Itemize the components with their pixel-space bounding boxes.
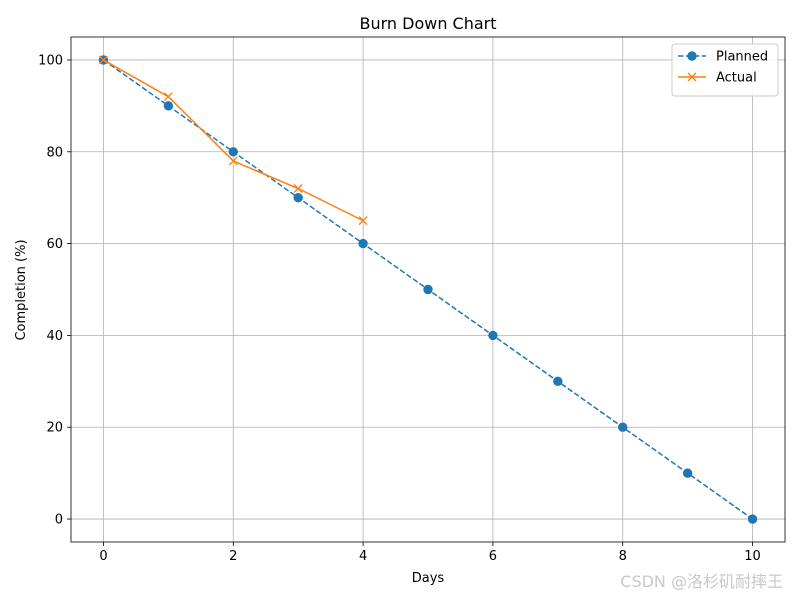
planned-point [747,514,758,524]
planned-point [423,284,433,295]
legend: Planned Actual [671,43,779,97]
chart-title: Burn Down Chart [359,14,496,33]
legend-marker-actual [687,72,697,82]
legend-label-actual: Actual [716,71,757,86]
axes [67,36,786,546]
x-tick-label: 0 [99,549,107,564]
actual-point [358,216,368,226]
y-tick-label: 60 [46,237,63,252]
legend-label-planned: Planned [716,50,768,65]
watermark-text: CSDN @洛杉矶耐摔王 [620,572,783,591]
legend-item-planned: Planned [678,50,768,65]
grid [71,37,785,542]
y-tick-label: 0 [55,513,63,528]
series-actual [98,55,368,226]
y-tick-label: 80 [46,145,63,160]
x-axis-label: Days [412,571,445,586]
legend-box [671,43,779,97]
planned-point [358,238,368,249]
planned-point [163,101,174,111]
x-tick-label: 8 [619,549,627,564]
y-tick-label: 20 [46,421,63,436]
y-axis-label: Completion (%) [14,239,29,340]
actual-point [98,55,108,65]
x-tick-label: 10 [744,549,761,564]
actual-point [228,156,238,166]
planned-point [488,330,498,341]
x-tick-label: 2 [229,549,237,564]
planned-point [553,376,563,387]
planned-point [293,192,303,203]
legend-item-actual: Actual [678,71,757,86]
actual-point [163,92,173,102]
y-tick-label: 100 [38,53,63,68]
actual-point [293,184,303,193]
y-tick-label: 40 [46,329,63,344]
planned-point [228,147,238,157]
plot-frame [70,36,786,543]
plot-series [98,55,758,524]
planned-point [682,468,693,478]
x-tick-label: 6 [489,549,497,564]
x-tick-label: 4 [359,549,367,564]
legend-marker-planned [687,51,697,61]
planned-point [618,422,628,432]
